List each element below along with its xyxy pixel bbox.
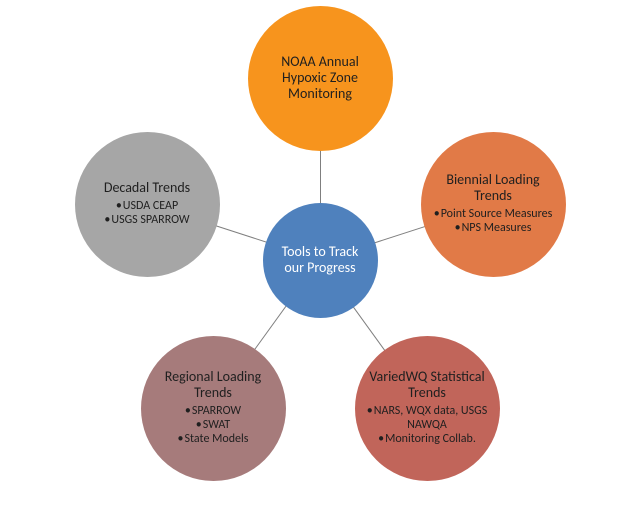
node-regional: Regional Loading Trends SPARROWSWATState … — [141, 336, 286, 481]
node-bullets: USDA CEAPUSGS SPARROW — [104, 200, 189, 228]
center-node: Tools to Track our Progress — [263, 203, 378, 318]
bullet-item: SWAT — [178, 419, 249, 433]
node-title: NOAA Annual Hypoxic Zone Monitoring — [258, 54, 383, 102]
bullet-item: NARS, WQX data, USGS NAWQA — [365, 405, 490, 433]
bullet-item: State Models — [178, 433, 249, 447]
node-decadal: Decadal Trends USDA CEAPUSGS SPARROW — [75, 132, 220, 277]
node-bullets: NARS, WQX data, USGS NAWQAMonitoring Col… — [365, 405, 490, 446]
bullet-item: SPARROW — [178, 405, 249, 419]
node-variedwq: VariedWQ Statistical Trends NARS, WQX dat… — [355, 336, 500, 481]
bullet-item: Monitoring Collab. — [365, 433, 490, 447]
bullet-item: USGS SPARROW — [104, 214, 189, 228]
node-title: Regional Loading Trends — [151, 369, 276, 401]
node-biennial: Biennial Loading Trends Point Source Meas… — [421, 132, 566, 277]
node-title: Biennial Loading Trends — [431, 172, 556, 204]
node-title: Decadal Trends — [104, 180, 190, 196]
center-title: Tools to Track our Progress — [273, 244, 368, 276]
bullet-item: Point Source Measures — [434, 208, 553, 222]
node-noaa: NOAA Annual Hypoxic Zone Monitoring — [248, 6, 393, 151]
node-title: VariedWQ Statistical Trends — [365, 369, 490, 401]
bullet-item: USDA CEAP — [104, 200, 189, 214]
node-bullets: Point Source MeasuresNPS Measures — [434, 208, 553, 236]
bullet-item: NPS Measures — [434, 222, 553, 236]
node-bullets: SPARROWSWATState Models — [178, 405, 249, 446]
